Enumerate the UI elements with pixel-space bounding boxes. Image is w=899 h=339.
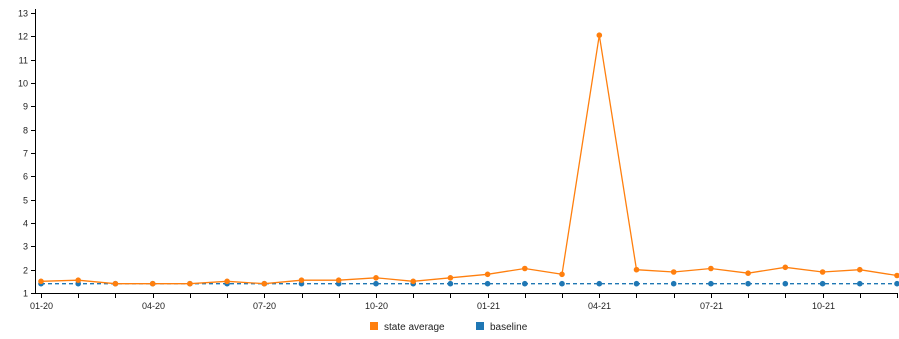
legend-label-state-average: state average — [384, 322, 445, 333]
data-point-state-average[interactable] — [708, 265, 714, 272]
data-point-baseline[interactable] — [894, 280, 899, 287]
data-point-state-average[interactable] — [559, 271, 565, 278]
data-point-state-average[interactable] — [522, 265, 528, 272]
data-point-baseline[interactable] — [708, 280, 714, 287]
y-tick-label: 5 — [23, 196, 28, 206]
series-layer — [38, 32, 899, 287]
x-tick-label: 04-20 — [142, 301, 165, 311]
data-point-state-average[interactable] — [670, 269, 677, 275]
data-point-baseline[interactable] — [745, 280, 751, 287]
y-tick-label: 6 — [23, 172, 28, 182]
y-tick-label: 4 — [23, 219, 28, 229]
y-tick-label: 1 — [23, 289, 28, 299]
x-tick-label: 01-20 — [30, 301, 53, 311]
data-point-baseline[interactable] — [819, 280, 826, 287]
y-tick-label: 3 — [23, 242, 28, 252]
legend-swatch-state-average — [370, 322, 378, 330]
x-tick-label: 01-21 — [477, 301, 500, 311]
data-point-state-average[interactable] — [261, 280, 268, 287]
x-axis: 01-20 04-20 07-20 10-20 01-21 04-21 07-21 10-21 — [30, 293, 898, 311]
y-tick-label: 2 — [23, 266, 28, 276]
data-point-state-average[interactable] — [484, 271, 491, 278]
data-point-state-average[interactable] — [112, 280, 119, 287]
data-point-state-average[interactable] — [596, 32, 603, 38]
y-tick-label: 9 — [23, 102, 28, 112]
data-point-state-average[interactable] — [410, 278, 417, 285]
data-point-baseline[interactable] — [559, 280, 565, 287]
data-point-baseline[interactable] — [522, 280, 528, 287]
data-point-state-average[interactable] — [447, 275, 454, 281]
data-point-state-average[interactable] — [187, 280, 193, 287]
data-point-state-average[interactable] — [745, 270, 751, 277]
x-tick-label: 07-21 — [700, 301, 723, 311]
data-point-baseline[interactable] — [670, 280, 677, 287]
data-point-baseline[interactable] — [782, 280, 789, 287]
data-point-state-average[interactable] — [335, 277, 342, 284]
y-tick-label: 10 — [18, 79, 28, 89]
x-tick-label: 07-20 — [253, 301, 276, 311]
data-point-state-average[interactable] — [819, 269, 826, 275]
legend: state average baseline — [370, 322, 528, 333]
x-tick-label: 10-21 — [812, 301, 835, 311]
data-point-state-average[interactable] — [298, 277, 305, 284]
data-point-baseline[interactable] — [857, 280, 863, 287]
data-point-state-average[interactable] — [857, 266, 863, 273]
data-point-baseline[interactable] — [373, 280, 379, 287]
legend-swatch-baseline — [476, 322, 484, 330]
data-point-baseline[interactable] — [484, 280, 491, 287]
legend-label-baseline: baseline — [490, 322, 528, 333]
series-line-state-average — [40, 35, 898, 285]
data-point-state-average[interactable] — [38, 278, 44, 285]
y-tick-label: 11 — [19, 56, 28, 66]
data-point-state-average[interactable] — [782, 264, 789, 271]
data-point-state-average[interactable] — [224, 278, 230, 285]
x-tick-label: 04-21 — [588, 301, 611, 311]
data-point-state-average[interactable] — [633, 266, 640, 273]
y-tick-label: 7 — [23, 149, 28, 159]
data-point-state-average[interactable] — [373, 275, 379, 281]
data-point-state-average[interactable] — [75, 277, 81, 284]
y-tick-label: 13 — [18, 9, 28, 19]
y-tick-label: 8 — [23, 126, 28, 136]
data-point-state-average[interactable] — [149, 280, 156, 287]
data-point-baseline[interactable] — [633, 280, 640, 287]
data-point-baseline[interactable] — [447, 280, 454, 287]
y-tick-label: 12 — [18, 32, 28, 42]
data-point-baseline[interactable] — [596, 280, 603, 287]
data-point-state-average[interactable] — [894, 272, 899, 279]
x-tick-label: 10-20 — [365, 301, 388, 311]
